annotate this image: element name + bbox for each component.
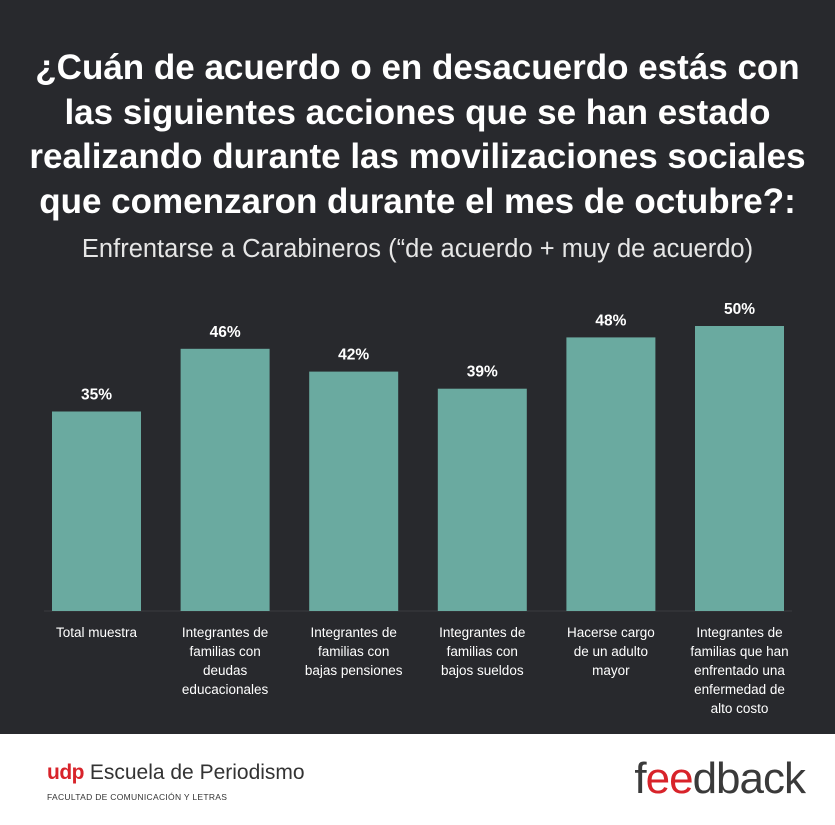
udp-faculty: FACULTAD DE COMUNICACIÓN Y LETRAS [47,792,228,802]
udp-school-name: Escuela de Periodismo [89,761,305,784]
chart-subtitle: Enfrentarse a Carabineros (“de acuerdo +… [81,235,754,263]
data-label: 50% [724,301,755,318]
bar [180,348,270,611]
udp-mark: udp [47,761,84,784]
feedback-logo-part2: ee [645,754,694,803]
bar [437,388,527,611]
category-label: Hacerse cargo de un adulto mayor [566,625,655,678]
category-label: Integrantes de familias que han enfrenta… [690,625,789,716]
category-label: Total muestra [55,625,138,640]
data-label: 48% [595,312,626,329]
data-label: 42% [338,347,369,364]
udp-logo: udp Escuela de Periodismo [47,761,305,785]
feedback-logo: feedback [634,754,806,804]
bar-chart: 35% 46% 42% 39% 48% 50% [44,301,792,612]
feedback-logo-part1: f [634,754,646,803]
data-label: 35% [81,387,112,404]
category-label: Integrantes de familias con bajas pensio… [304,625,403,678]
bar [52,411,141,611]
chart-title: ¿Cuán de acuerdo o en desacuerdo estás c… [29,48,806,221]
chart-panel: ¿Cuán de acuerdo o en desacuerdo estás c… [0,0,835,734]
bar [566,337,656,611]
bar [695,326,784,611]
category-label: Integrantes de familias con bajos sueldo… [439,625,526,678]
data-label: 46% [210,324,241,341]
data-label: 39% [467,364,498,381]
category-label: Integrantes de familias con deudas educa… [181,625,269,697]
feedback-logo-part3: dback [692,754,806,803]
bar [309,371,399,611]
